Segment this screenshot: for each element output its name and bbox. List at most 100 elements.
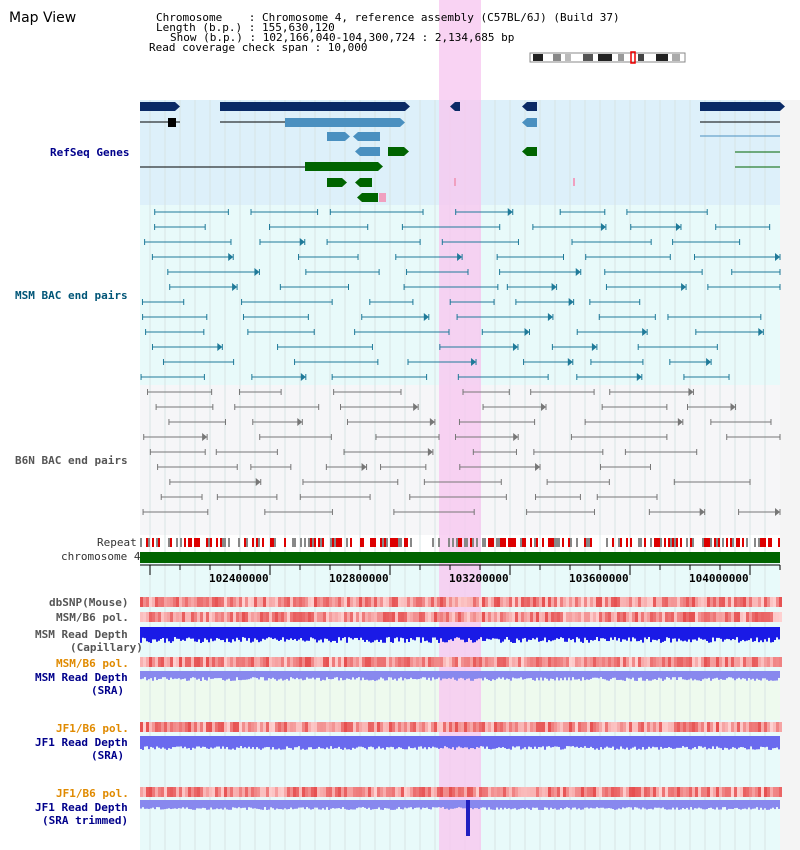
repeat-element (638, 538, 640, 547)
track-label-chromosome[interactable]: chromosome 4 (61, 550, 141, 563)
heat-cell (743, 722, 746, 732)
heat-cell (458, 657, 461, 667)
track-label-jf1-b6-pol-2[interactable]: JF1/B6 pol. (56, 787, 129, 800)
heat-cell (473, 657, 476, 667)
depth-bar (140, 627, 142, 643)
heat-cell (434, 722, 437, 732)
track-label-msm-depth-capillary[interactable]: MSM Read Depth (35, 628, 128, 641)
depth-bar (504, 800, 506, 808)
heat-cell (269, 722, 272, 732)
heat-cell (737, 657, 740, 667)
track-label-b6n-bac[interactable]: B6N BAC end pairs (15, 454, 128, 467)
repeat-element (626, 538, 628, 547)
heat-cell (479, 612, 482, 622)
depth-bar (496, 736, 498, 749)
depth-bar (274, 627, 276, 639)
heat-cell (602, 612, 605, 622)
gene-exon (220, 102, 405, 111)
heat-cell (554, 657, 557, 667)
depth-bar (396, 736, 398, 749)
depth-bar (364, 800, 366, 808)
depth-bar (268, 736, 270, 748)
track-label-msm-b6-pol[interactable]: MSM/B6 pol. (56, 611, 129, 624)
track-label-jf1-b6-pol[interactable]: JF1/B6 pol. (56, 722, 129, 735)
repeat-element (606, 538, 608, 547)
depth-bar (670, 800, 672, 810)
depth-bar (184, 800, 186, 809)
track-label-jf1-depth-trimmed[interactable]: JF1 Read Depth (35, 801, 128, 814)
depth-bar (356, 627, 358, 638)
depth-bar (778, 627, 780, 640)
chromosome-bar[interactable] (140, 552, 780, 563)
depth-bar (724, 627, 726, 640)
depth-bar (208, 627, 210, 643)
repeat-element (322, 538, 324, 547)
heat-cell (677, 657, 680, 667)
depth-bar (242, 800, 244, 808)
heat-cell (374, 597, 377, 607)
depth-bar (146, 627, 148, 642)
depth-bar (470, 800, 472, 809)
depth-bar (200, 800, 202, 809)
repeat-element (668, 538, 670, 547)
repeat-track[interactable] (140, 538, 780, 547)
track-label-dbsnp[interactable]: dbSNP(Mouse) (49, 596, 129, 609)
depth-bar (394, 736, 396, 750)
msm-bac-pair-track[interactable] (140, 208, 781, 381)
track-label-msm-bac[interactable]: MSM BAC end pairs (15, 289, 128, 302)
heat-cell (560, 787, 563, 797)
repeat-element (690, 538, 692, 547)
heat-cell (704, 597, 707, 607)
depth-bar (620, 736, 622, 747)
chromosome-ideogram[interactable] (529, 51, 686, 64)
depth-bar (248, 671, 250, 680)
repeat-element (198, 538, 200, 547)
read-depth-tracks[interactable] (140, 627, 780, 836)
depth-bar (308, 627, 310, 641)
refseq-gene-track[interactable] (140, 102, 785, 202)
depth-bar (290, 800, 292, 808)
track-label-msm-depth-sra[interactable]: MSM Read Depth (35, 671, 128, 684)
depth-bar (660, 627, 662, 643)
depth-bar (566, 627, 568, 642)
depth-bar (200, 627, 202, 643)
track-label-jf1-depth-sra[interactable]: JF1 Read Depth (35, 736, 128, 749)
bac-arrow (427, 448, 433, 456)
heat-cell (566, 722, 569, 732)
track-label-msm-b6-pol-2[interactable]: MSM/B6 pol. (56, 657, 129, 670)
b6n-bac-pair-track[interactable] (142, 388, 781, 516)
heat-cell (656, 787, 659, 797)
heat-cell (611, 612, 614, 622)
heat-cell (743, 787, 746, 797)
depth-bar (248, 627, 250, 639)
depth-bar (680, 627, 682, 641)
heat-cell (287, 657, 290, 667)
repeat-element (558, 538, 560, 547)
repeat-element (706, 538, 708, 547)
repeat-element (542, 538, 544, 547)
repeat-element (184, 538, 186, 547)
track-label-refseq[interactable]: RefSeq Genes (50, 146, 130, 159)
heat-cell (158, 787, 161, 797)
depth-bar (198, 800, 200, 809)
heat-cell (551, 597, 554, 607)
depth-bar (310, 800, 312, 810)
heat-cell (395, 597, 398, 607)
polymorphism-heat-tracks[interactable] (140, 597, 782, 797)
depth-bar (646, 736, 648, 749)
heat-cell (704, 612, 707, 622)
heat-cell (494, 597, 497, 607)
depth-bar (714, 736, 716, 749)
heat-cell (722, 657, 725, 667)
depth-bar (712, 671, 714, 679)
heat-cell (281, 722, 284, 732)
heat-cell (233, 612, 236, 622)
track-label-repeat[interactable]: Repeat (97, 536, 137, 549)
depth-bar (572, 627, 574, 640)
heat-cell (470, 612, 473, 622)
depth-bar (692, 736, 694, 749)
depth-bar (584, 671, 586, 681)
depth-bar (508, 800, 510, 809)
heat-cell (323, 657, 326, 667)
